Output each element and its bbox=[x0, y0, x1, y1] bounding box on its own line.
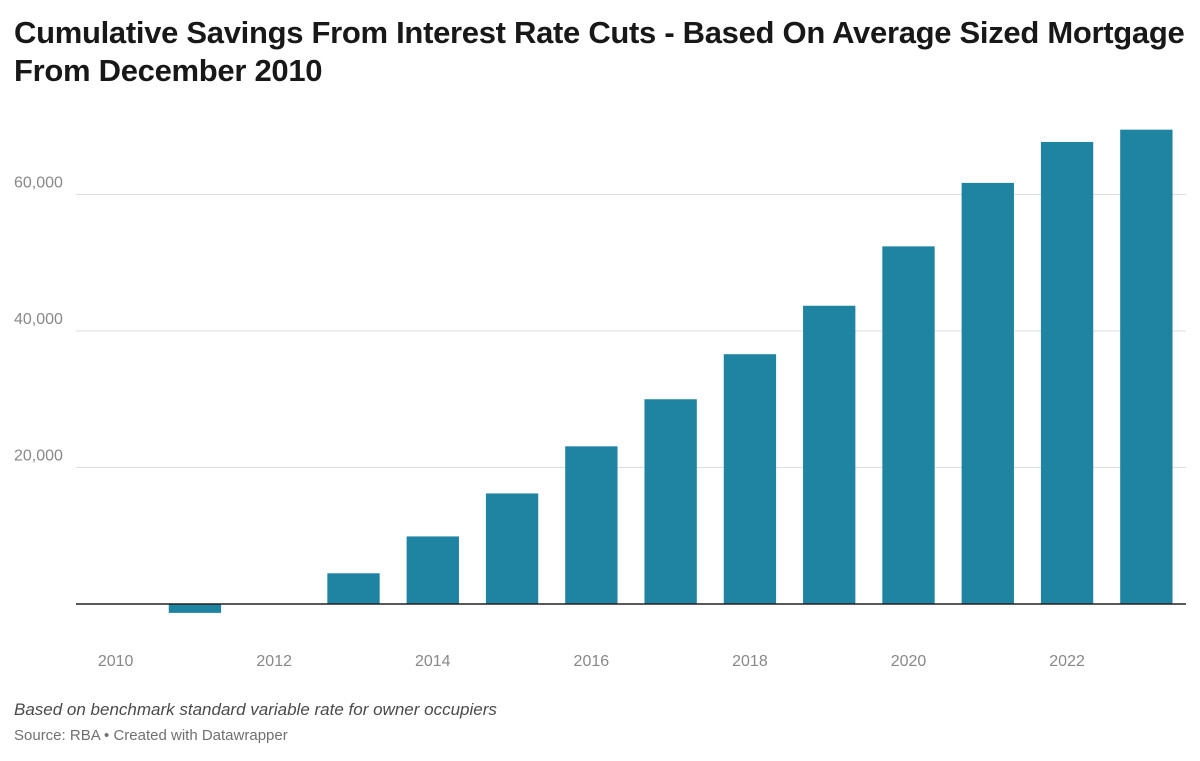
bars bbox=[168, 129, 1173, 613]
bar-2020 bbox=[882, 246, 935, 604]
bar-2015 bbox=[485, 493, 539, 604]
source-credit: Source: RBA • Created with Datawrapper bbox=[14, 727, 288, 744]
bar-2019 bbox=[803, 305, 856, 604]
y-tick-label: 60,000 bbox=[14, 175, 63, 192]
bar-2017 bbox=[644, 399, 697, 604]
bar-2011 bbox=[168, 604, 222, 613]
bar-2022 bbox=[1040, 141, 1094, 604]
footnote: Based on benchmark standard variable rat… bbox=[14, 700, 497, 719]
bar-2023 bbox=[1120, 129, 1173, 604]
x-axis-ticks: 2010 2012 2014 2016 2018 2020 2022 bbox=[98, 653, 1085, 670]
bar-2014 bbox=[406, 536, 459, 604]
x-tick-label: 2018 bbox=[732, 653, 768, 670]
y-tick-label: 40,000 bbox=[14, 311, 63, 328]
y-axis-ticks: 20,000 40,000 60,000 bbox=[14, 175, 63, 465]
bar-2021 bbox=[961, 182, 1014, 604]
chart-title: Cumulative Savings From Interest Rate Cu… bbox=[14, 15, 1185, 88]
x-tick-label: 2016 bbox=[574, 653, 610, 670]
bar-2018 bbox=[723, 354, 777, 604]
bar-2016 bbox=[565, 446, 618, 604]
x-tick-label: 2012 bbox=[256, 653, 292, 670]
x-tick-label: 2014 bbox=[415, 653, 451, 670]
gridlines bbox=[76, 194, 1186, 468]
y-tick-label: 20,000 bbox=[14, 448, 63, 465]
bar-2013 bbox=[327, 573, 380, 604]
x-tick-label: 2010 bbox=[98, 653, 134, 670]
x-tick-label: 2020 bbox=[891, 653, 927, 670]
x-tick-label: 2022 bbox=[1049, 653, 1085, 670]
